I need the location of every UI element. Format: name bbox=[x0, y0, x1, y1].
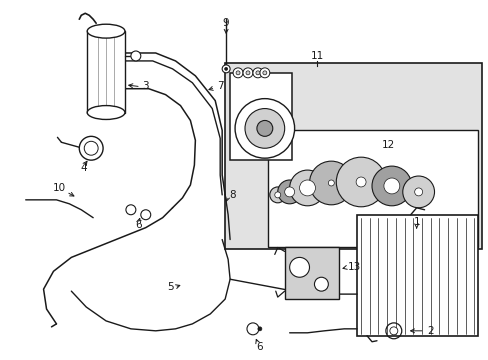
Circle shape bbox=[243, 68, 252, 78]
Text: 4: 4 bbox=[80, 163, 86, 173]
Bar bbox=[284, 247, 339, 299]
Circle shape bbox=[141, 210, 150, 220]
Circle shape bbox=[131, 51, 141, 61]
Circle shape bbox=[252, 68, 263, 78]
Circle shape bbox=[246, 323, 258, 335]
Circle shape bbox=[289, 257, 309, 277]
Bar bbox=[224, 63, 481, 249]
Circle shape bbox=[402, 176, 434, 208]
Circle shape bbox=[289, 170, 325, 206]
Circle shape bbox=[336, 157, 385, 207]
Text: 5: 5 bbox=[167, 282, 174, 292]
Text: 1: 1 bbox=[412, 217, 419, 227]
Circle shape bbox=[414, 188, 422, 196]
Circle shape bbox=[126, 205, 136, 215]
Circle shape bbox=[257, 327, 262, 331]
Text: 3: 3 bbox=[142, 81, 149, 91]
Circle shape bbox=[309, 161, 352, 205]
Ellipse shape bbox=[87, 105, 124, 120]
Circle shape bbox=[274, 192, 280, 198]
Circle shape bbox=[355, 177, 366, 187]
Ellipse shape bbox=[87, 24, 124, 38]
Text: 2: 2 bbox=[427, 326, 433, 336]
Circle shape bbox=[299, 180, 315, 196]
Bar bbox=[87, 31, 124, 113]
Text: 6: 6 bbox=[256, 342, 263, 352]
Circle shape bbox=[222, 65, 230, 73]
Circle shape bbox=[383, 178, 399, 194]
Circle shape bbox=[244, 109, 284, 148]
Bar bbox=[267, 130, 477, 247]
Bar bbox=[356, 215, 477, 336]
Circle shape bbox=[233, 68, 243, 78]
Circle shape bbox=[284, 187, 294, 197]
Circle shape bbox=[327, 180, 334, 186]
Circle shape bbox=[255, 71, 259, 75]
Circle shape bbox=[245, 71, 249, 75]
Text: 10: 10 bbox=[53, 183, 66, 193]
Circle shape bbox=[277, 180, 301, 204]
Text: 9: 9 bbox=[223, 18, 229, 28]
Circle shape bbox=[236, 71, 240, 75]
Circle shape bbox=[259, 68, 269, 78]
Text: 12: 12 bbox=[382, 140, 395, 150]
Circle shape bbox=[389, 327, 397, 335]
Circle shape bbox=[314, 277, 327, 291]
Circle shape bbox=[256, 121, 272, 136]
Circle shape bbox=[371, 166, 411, 206]
Circle shape bbox=[263, 71, 266, 75]
Text: 6: 6 bbox=[135, 220, 142, 230]
Bar bbox=[230, 73, 291, 160]
Circle shape bbox=[84, 141, 98, 155]
Text: 7: 7 bbox=[217, 81, 223, 91]
Circle shape bbox=[235, 99, 294, 158]
Circle shape bbox=[224, 67, 227, 70]
Text: 13: 13 bbox=[347, 262, 360, 272]
Text: 8: 8 bbox=[228, 190, 235, 200]
Text: 11: 11 bbox=[310, 51, 324, 61]
Circle shape bbox=[269, 187, 285, 203]
